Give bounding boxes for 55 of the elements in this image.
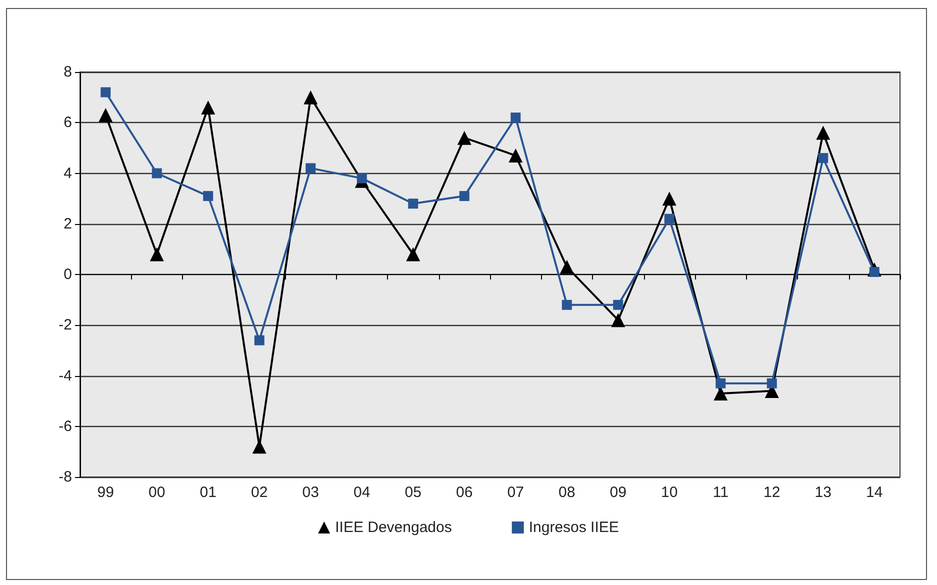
x-tick-label: 11: [712, 484, 728, 501]
point: [306, 163, 316, 174]
point: [818, 153, 828, 164]
y-tick-label: 8: [64, 64, 72, 80]
x-tick-label: 14: [866, 484, 883, 501]
y-tick-label: 2: [64, 215, 72, 232]
point: [613, 300, 624, 310]
point: [508, 148, 523, 163]
point: [254, 335, 264, 346]
point: [356, 173, 367, 184]
point: [98, 108, 113, 122]
x-tick-label: 01: [200, 484, 216, 501]
x-tick-label: 00: [148, 484, 166, 501]
point: [611, 313, 626, 328]
y-tick-label: 0: [64, 266, 72, 283]
legend-label: Ingresos IIEE: [528, 519, 619, 536]
point: [457, 130, 472, 145]
x-tick-label: 05: [404, 484, 422, 501]
point: [664, 214, 674, 224]
y-tick-label: -6: [58, 418, 72, 435]
point: [203, 191, 214, 202]
x-tick-label: 13: [814, 484, 832, 501]
point: [560, 260, 574, 274]
point: [766, 378, 777, 388]
x-tick-label: 06: [456, 484, 473, 501]
point: [562, 300, 572, 310]
y-tick-label: -2: [58, 316, 72, 334]
point: [459, 191, 470, 202]
point: [201, 100, 216, 114]
point: [408, 198, 418, 209]
x-tick-label: 03: [302, 484, 319, 501]
point: [716, 378, 726, 388]
x-tick-label: 99: [97, 484, 114, 501]
y-tick-label: 6: [64, 114, 72, 132]
point: [152, 168, 162, 178]
point: [714, 386, 728, 400]
x-tick-label: 10: [661, 484, 678, 501]
point: [510, 112, 521, 123]
x-tick-label: 08: [558, 484, 576, 501]
legend-label: IIEE Devengados: [335, 519, 452, 536]
x-tick-label: 12: [764, 484, 780, 501]
x-tick-label: 09: [610, 484, 626, 501]
y-tick-label: -4: [58, 367, 72, 384]
point: [252, 440, 266, 454]
point: [304, 90, 318, 104]
point: [150, 247, 164, 262]
y-tick-label: -8: [58, 468, 72, 486]
point: [406, 247, 420, 262]
point: [100, 87, 111, 98]
point: [816, 126, 830, 140]
x-tick-label: 07: [507, 484, 524, 501]
x-tick-label: 04: [354, 484, 370, 501]
point: [662, 192, 676, 206]
x-tick-label: 02: [251, 484, 268, 501]
y-tick-label: 4: [64, 164, 72, 182]
